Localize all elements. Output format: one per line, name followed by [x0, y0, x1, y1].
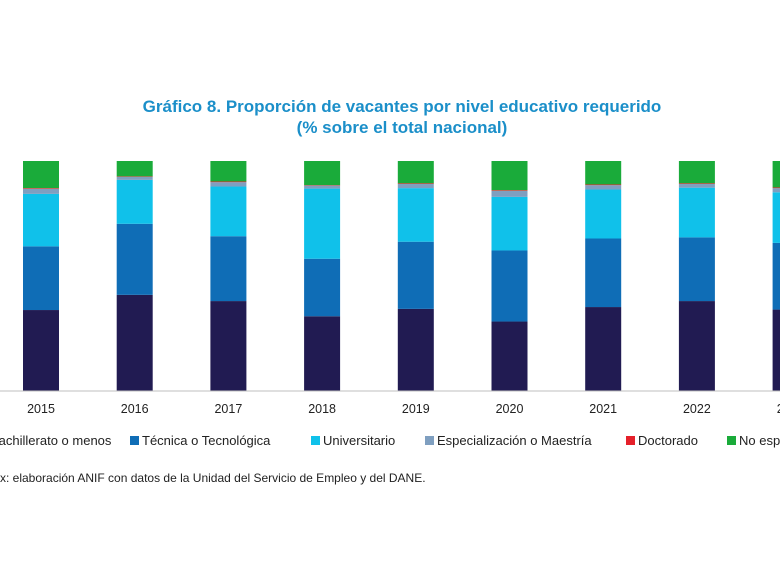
- legend-item: Bachillerato o menos: [0, 433, 111, 448]
- bar-segment-2023-3: [772, 188, 780, 193]
- legend-item: Doctorado: [626, 433, 698, 448]
- bar-segment-2015-0: [23, 310, 59, 391]
- bar-segment-2015-3: [23, 188, 59, 194]
- bar-segment-2016-5: [116, 161, 153, 177]
- bar-segment-2018-2: [304, 188, 341, 259]
- legend: Bachillerato o menos Técnica o Tecnológic…: [0, 433, 780, 451]
- bar-segment-2015-2: [23, 193, 59, 247]
- bar-segment-2020-5: [491, 161, 528, 191]
- chart-title: Gráfico 8. Proporción de vacantes por ni…: [0, 96, 780, 138]
- legend-label: No esp: [739, 433, 780, 448]
- legend-item: No esp: [727, 433, 780, 448]
- chart-title-line-1: Gráfico 8. Proporción de vacantes por ni…: [142, 97, 662, 116]
- bar-segment-2023-1: [772, 242, 780, 310]
- bar-segment-2021-0: [585, 307, 622, 391]
- bar-segment-2020-0: [491, 321, 528, 391]
- bar-segment-2015-5: [23, 161, 59, 189]
- bar-segment-2022-1: [678, 237, 715, 302]
- bar-segment-2022-5: [678, 161, 715, 184]
- bar-segment-2015-4: [23, 188, 59, 189]
- bar-segment-2016-1: [116, 223, 153, 295]
- stacked-bar-chart: 2015 2016 2017 2018 2019 2020 2021 2022 2023: [0, 161, 780, 416]
- legend-label: Técnica o Tecnológica: [142, 433, 271, 448]
- bar-segment-2022-4: [678, 183, 715, 184]
- x-tick-label: 2016: [121, 402, 149, 416]
- bar-segment-2019-2: [397, 188, 434, 242]
- legend-item: Técnica o Tecnológica: [130, 433, 270, 448]
- bar-segment-2018-3: [304, 185, 341, 189]
- legend-swatch: [626, 436, 635, 445]
- bar-segment-2022-0: [678, 301, 715, 391]
- bar-segment-2021-4: [585, 184, 622, 186]
- bar-segment-2018-5: [304, 161, 341, 186]
- bar-segment-2016-3: [116, 176, 153, 180]
- x-tick-label: 2021: [589, 402, 617, 416]
- bar-segment-2018-0: [304, 316, 341, 391]
- bar-segment-2017-4: [210, 181, 247, 183]
- bar-segment-2017-1: [210, 236, 247, 302]
- bar-segment-2019-1: [397, 241, 434, 309]
- bar-segment-2023-4: [772, 187, 780, 189]
- bar-segment-2021-5: [585, 161, 622, 185]
- bar-segment-2019-4: [397, 183, 434, 184]
- bar-segment-2020-1: [491, 250, 528, 322]
- bar-segment-2023-5: [772, 161, 780, 188]
- x-tick-label: 2022: [683, 402, 711, 416]
- legend-swatch: [425, 436, 434, 445]
- bar-segment-2021-2: [585, 189, 622, 239]
- bar-segment-2017-5: [210, 161, 247, 182]
- bar-segment-2015-1: [23, 246, 59, 311]
- x-tick-label: 2017: [214, 402, 242, 416]
- source-note: x: elaboración ANIF con datos de la Unid…: [0, 471, 426, 485]
- x-tick-label: 2023: [777, 402, 780, 416]
- bar-segment-2019-0: [397, 308, 434, 391]
- bar-segment-2021-1: [585, 238, 622, 308]
- legend-label: Bachillerato o menos: [0, 433, 112, 448]
- legend-label: Doctorado: [638, 433, 698, 448]
- bar-segment-2019-3: [397, 184, 434, 189]
- bar-segment-2017-2: [210, 186, 247, 237]
- bar-segment-2017-0: [210, 301, 247, 391]
- bar-segment-2021-3: [585, 185, 622, 190]
- legend-label: Especialización o Maestría: [437, 433, 592, 448]
- x-tick-label: 2019: [402, 402, 430, 416]
- bar-segment-2019-5: [397, 161, 434, 184]
- bar-segment-2016-2: [116, 179, 153, 224]
- chart-title-line-2: (% sobre el total nacional): [296, 118, 508, 137]
- x-tick-label: 2015: [27, 402, 55, 416]
- bar-segment-2020-2: [491, 196, 528, 251]
- bar-segment-2023-0: [772, 309, 780, 391]
- bar-segment-2016-0: [116, 294, 153, 391]
- x-tick-label: 2020: [496, 402, 524, 416]
- legend-item: Universitario: [311, 433, 395, 448]
- legend-label: Universitario: [323, 433, 396, 448]
- bar-segment-2020-4: [491, 190, 528, 191]
- bar-segment-2018-1: [304, 258, 341, 317]
- bar-segment-2017-3: [210, 182, 247, 187]
- bar-segment-2022-2: [678, 187, 715, 238]
- bar-segment-2023-2: [772, 192, 780, 243]
- legend-swatch: [311, 436, 320, 445]
- x-tick-label: 2018: [308, 402, 336, 416]
- legend-swatch: [727, 436, 736, 445]
- legend-item: Especialización o Maestría: [425, 433, 592, 448]
- bar-segment-2022-3: [678, 184, 715, 188]
- legend-swatch: [130, 436, 139, 445]
- bar-segment-2020-3: [491, 190, 528, 197]
